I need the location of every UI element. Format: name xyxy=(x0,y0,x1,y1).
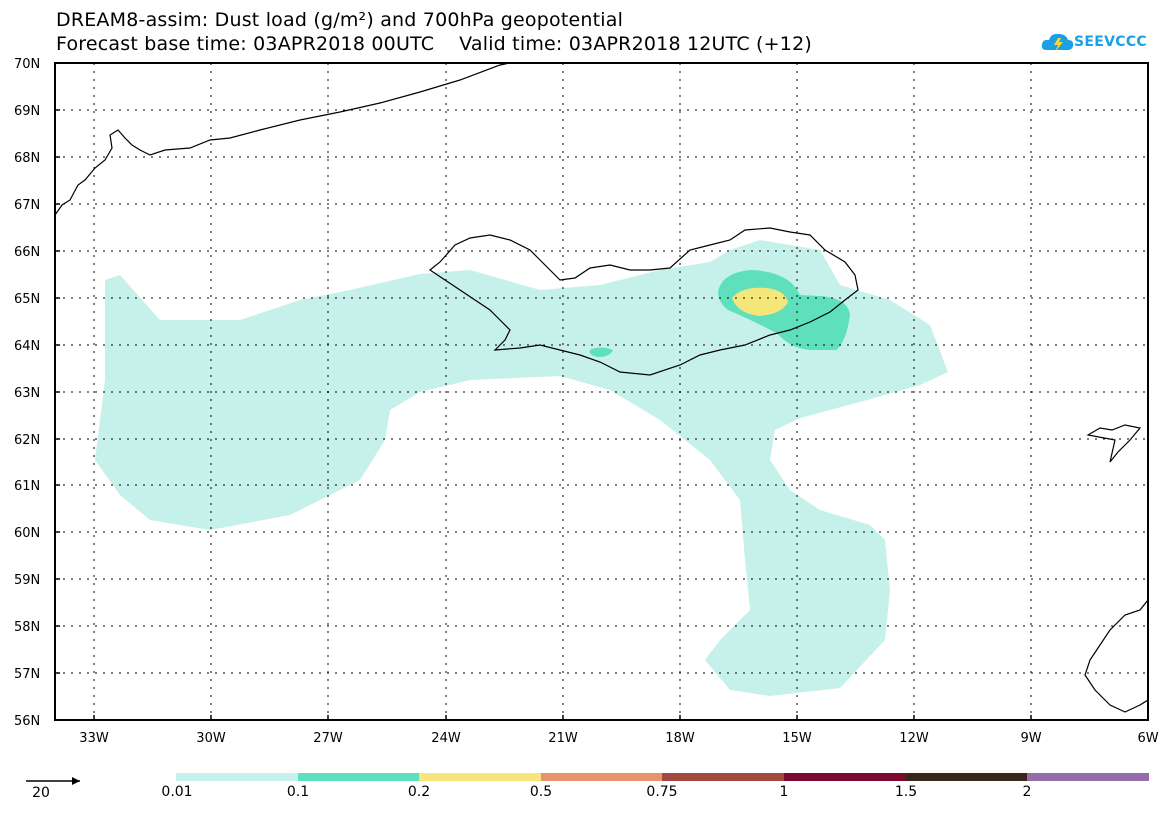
vector-reference-label: 20 xyxy=(32,785,50,801)
lat-label: 58N xyxy=(14,620,40,635)
iceland-coast xyxy=(428,227,859,376)
dust-load-contours xyxy=(95,240,948,696)
lat-label: 61N xyxy=(14,479,40,494)
legend-label: 0.1 xyxy=(286,784,310,800)
legend-swatch xyxy=(906,773,1027,781)
lat-label: 60N xyxy=(14,526,40,541)
legend-label: 0.75 xyxy=(646,784,678,800)
dust-area-0.2 xyxy=(732,287,788,316)
legend-swatch xyxy=(541,773,662,781)
legend-swatch xyxy=(662,773,784,781)
legend-swatch xyxy=(784,773,906,781)
scotland-coast xyxy=(1084,599,1149,713)
legend-label: 0.2 xyxy=(407,784,431,800)
lat-label: 66N xyxy=(14,245,40,260)
longitude-labels: 33W 30W 27W 24W 21W 18W 15W 12W 9W 6W xyxy=(79,731,1158,746)
lat-label: 70N xyxy=(14,57,40,72)
legend-swatch xyxy=(176,773,298,781)
chart-title-line-2: Forecast base time: 03APR2018 00UTC Vali… xyxy=(56,33,812,55)
lon-label: 9W xyxy=(1020,731,1041,746)
legend-colorbar xyxy=(176,773,1149,781)
axis-ticks xyxy=(55,109,1032,720)
lat-label: 57N xyxy=(14,667,40,682)
faroe-islands xyxy=(1086,424,1142,463)
lat-label: 64N xyxy=(14,339,40,354)
lon-label: 15W xyxy=(782,731,812,746)
lat-label: 62N xyxy=(14,433,40,448)
legend-swatch xyxy=(1027,773,1149,781)
lon-label: 27W xyxy=(313,731,343,746)
logo-text: SEEVCCC xyxy=(1074,34,1147,50)
legend-swatch xyxy=(298,773,419,781)
legend-swatch xyxy=(419,773,541,781)
greenland-coast xyxy=(54,62,511,216)
dust-area-0.01 xyxy=(95,240,948,696)
legend-label: 0.01 xyxy=(161,784,193,800)
lat-label: 63N xyxy=(14,386,40,401)
lon-label: 30W xyxy=(196,731,226,746)
lon-label: 24W xyxy=(431,731,461,746)
legend-label: 1.5 xyxy=(894,784,918,800)
lon-label: 18W xyxy=(665,731,695,746)
chart-title-line-1: DREAM8-assim: Dust load (g/m²) and 700hP… xyxy=(56,9,624,31)
legend-label: 0.5 xyxy=(529,784,553,800)
lat-label: 69N xyxy=(14,104,40,119)
coastlines xyxy=(54,62,1149,713)
dust-area-0.1-small xyxy=(589,347,613,357)
lat-label: 67N xyxy=(14,198,40,213)
vector-reference-arrow xyxy=(26,777,80,785)
lon-label: 6W xyxy=(1137,731,1158,746)
lat-label: 68N xyxy=(14,151,40,166)
cloud-icon xyxy=(1041,33,1074,52)
lon-label: 21W xyxy=(548,731,578,746)
lat-label: 59N xyxy=(14,573,40,588)
legend-label: 2 xyxy=(1022,784,1032,800)
lon-label: 12W xyxy=(899,731,929,746)
lat-label: 56N xyxy=(14,714,40,729)
lon-label: 33W xyxy=(79,731,109,746)
legend-label: 1 xyxy=(779,784,789,800)
lat-label: 65N xyxy=(14,292,40,307)
latitude-labels: 70N 69N 68N 67N 66N 65N 64N 63N 62N 61N … xyxy=(14,57,40,729)
